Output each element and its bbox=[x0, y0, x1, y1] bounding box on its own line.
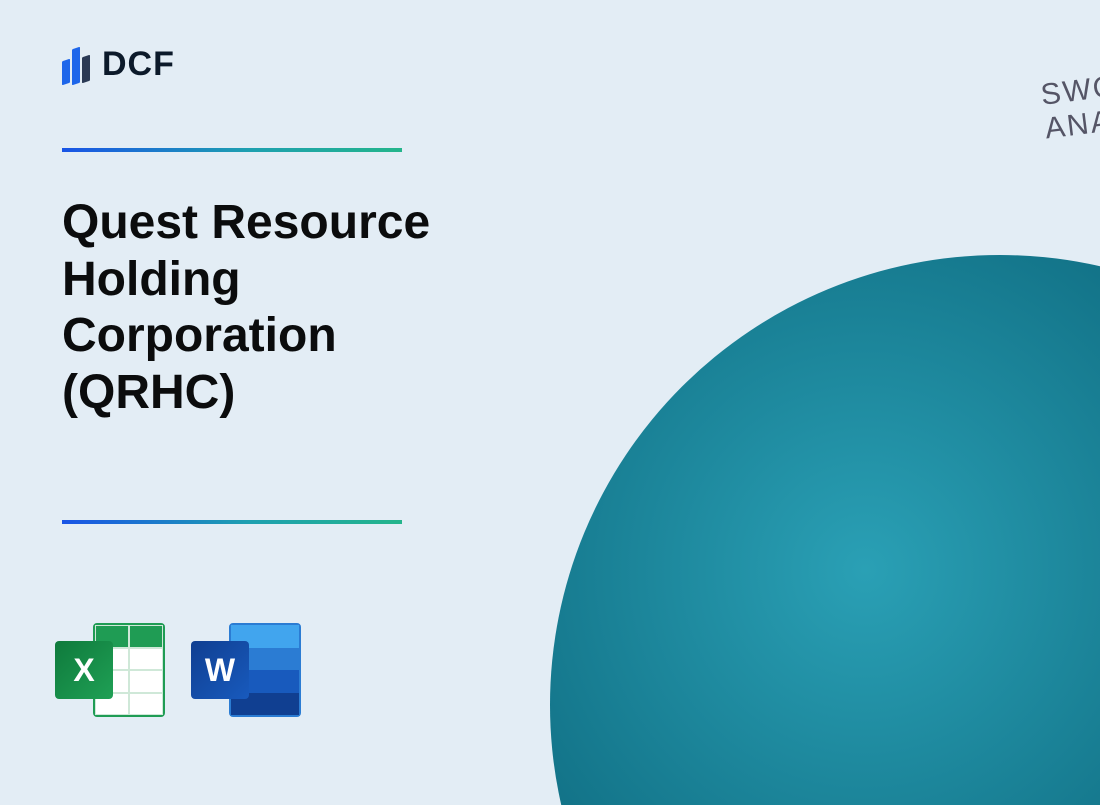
divider-bottom bbox=[62, 520, 402, 524]
background-circle bbox=[550, 255, 1100, 805]
page-title: Quest Resource Holding Corporation (QRHC… bbox=[62, 195, 482, 422]
swot-heading: SWOT ANALYSIS bbox=[1039, 59, 1100, 146]
file-type-icons: X W bbox=[55, 615, 301, 725]
word-badge-letter: W bbox=[191, 641, 249, 699]
infographic-canvas: DCF Quest Resource Holding Corporation (… bbox=[0, 0, 1100, 805]
divider-top bbox=[62, 148, 402, 152]
excel-badge-letter: X bbox=[55, 641, 113, 699]
logo-bars-icon bbox=[62, 42, 92, 86]
word-icon: W bbox=[191, 615, 301, 725]
excel-icon: X bbox=[55, 615, 165, 725]
brand-logo: DCF bbox=[62, 42, 175, 86]
brand-logo-text: DCF bbox=[102, 45, 175, 84]
